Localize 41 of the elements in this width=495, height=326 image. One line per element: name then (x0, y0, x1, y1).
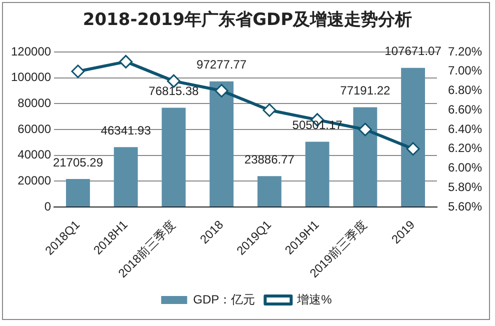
bar (114, 147, 138, 206)
bar (353, 107, 378, 206)
y2-tick-label: 5.60% (448, 199, 482, 214)
legend-label: GDP：亿元 (193, 292, 256, 306)
y-tick-label: 60000 (18, 122, 52, 136)
bar (162, 108, 186, 206)
point (262, 103, 276, 117)
point (358, 122, 372, 136)
bar (257, 176, 282, 206)
bar (210, 81, 234, 206)
y2-tick-label: 6.80% (448, 83, 482, 98)
y2-tick-label: 7.00% (448, 64, 482, 78)
point (214, 84, 228, 98)
chart-title: 2018-2019年广东省GDP及增速走势分析 (82, 9, 414, 31)
legend-label: 增速% (296, 292, 332, 306)
point (406, 142, 420, 156)
y2-tick-label: 6.40% (448, 122, 482, 136)
data-label: 97277.77 (196, 58, 247, 72)
y2-tick-label: 6.00% (448, 160, 482, 175)
data-label: 21705.29 (52, 155, 104, 170)
data-label: 107671.07 (384, 44, 442, 58)
bar (66, 178, 90, 206)
y2-tick-label: 7.20% (448, 44, 482, 58)
bar (401, 68, 426, 206)
data-label: 23886.77 (244, 152, 295, 166)
y2-tick-label: 6.20% (448, 141, 482, 156)
y-tick-label: 0 (44, 199, 52, 214)
data-label: 46341.93 (100, 123, 152, 138)
y-tick-label: 40000 (18, 148, 52, 162)
data-label: 76815.38 (148, 84, 200, 98)
point (71, 64, 85, 78)
bar (305, 142, 330, 206)
y2-tick-label: 5.80% (448, 180, 482, 194)
data-label: 77191.22 (340, 84, 391, 98)
point (119, 54, 133, 68)
y2-tick-label: 6.60% (448, 102, 482, 116)
data-label: 50501.17 (292, 118, 343, 132)
y-tick-label: 120000 (10, 44, 52, 58)
y-tick-label: 80000 (18, 96, 52, 110)
y-tick-label: 100000 (10, 70, 52, 84)
y-tick-label: 20000 (18, 173, 52, 188)
